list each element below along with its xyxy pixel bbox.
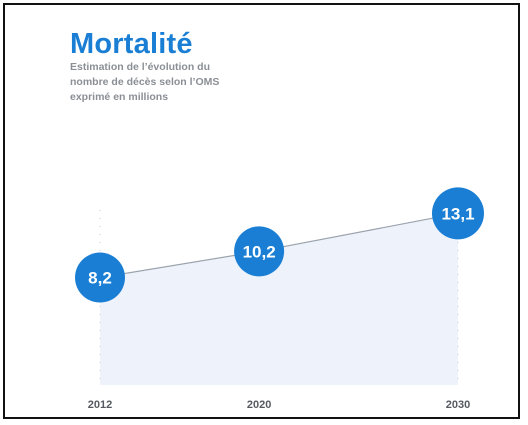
data-point-bubble bbox=[432, 187, 484, 240]
chart-subtitle: Estimation de l’évolution du nombre de d… bbox=[70, 60, 290, 105]
x-tick-label: 2030 bbox=[446, 399, 470, 411]
subtitle-line-2: nombre de décès selon l’OMS bbox=[70, 76, 220, 88]
x-tick-label: 2020 bbox=[247, 399, 271, 411]
data-point-bubble bbox=[75, 252, 125, 303]
data-label: 13,1 bbox=[441, 204, 474, 223]
subtitle-line-3: exprimé en millions bbox=[70, 91, 169, 103]
x-tick-label: 2012 bbox=[88, 399, 112, 411]
chart-title: Mortalité bbox=[70, 28, 193, 60]
area-fill bbox=[100, 213, 458, 385]
data-label: 8,2 bbox=[88, 269, 112, 288]
data-point-bubble bbox=[234, 226, 285, 277]
data-label: 10,2 bbox=[243, 242, 276, 261]
subtitle-line-1: Estimation de l’évolution du bbox=[70, 61, 211, 73]
